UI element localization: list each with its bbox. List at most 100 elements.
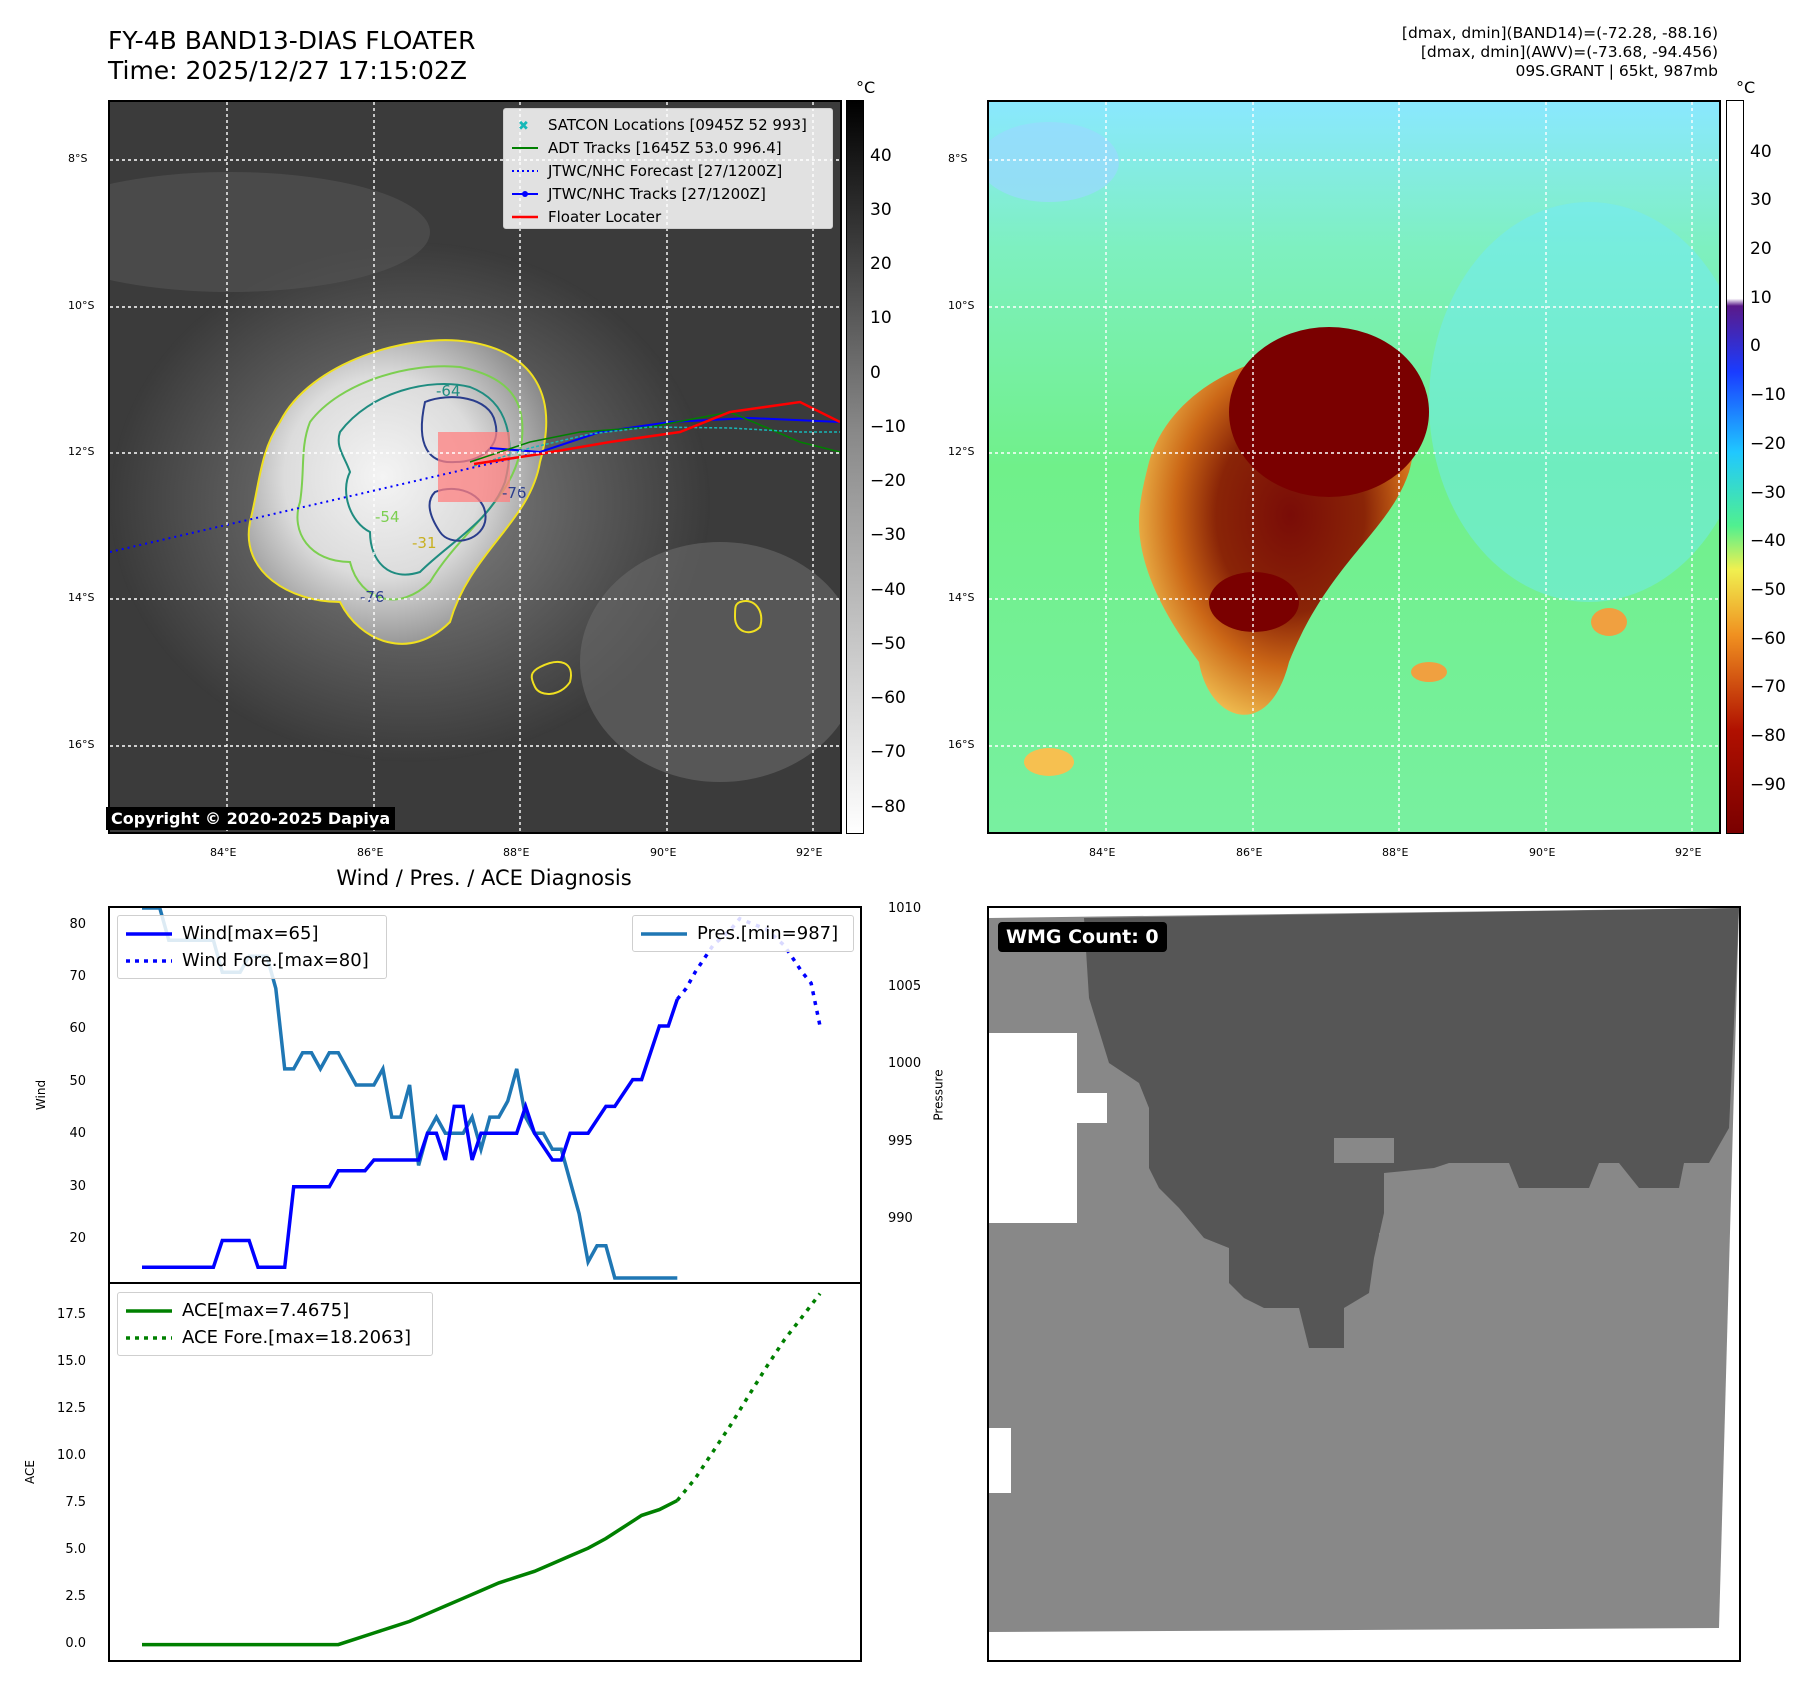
wind-tick: 50 bbox=[69, 1074, 86, 1089]
wv-cb-tick: −20 bbox=[1750, 434, 1786, 454]
ir-lat-tick: 12°S bbox=[68, 445, 95, 458]
pressure-tick: 1000 bbox=[888, 1056, 922, 1071]
ir-colorbar bbox=[846, 100, 864, 834]
ir-cb-tick: −60 bbox=[870, 688, 906, 708]
legend-adt: ADT Tracks [1645Z 53.0 996.4] bbox=[512, 138, 782, 157]
contour-label-1: -64 bbox=[436, 382, 461, 400]
wmg-canvas bbox=[989, 908, 1739, 1660]
info-line-3: 09S.GRANT | 65kt, 987mb bbox=[1515, 62, 1718, 80]
ir-cb-tick: −70 bbox=[870, 742, 906, 762]
page-title: FY-4B BAND13-DIAS FLOATER Time: 2025/12/2… bbox=[108, 26, 476, 86]
wv-map-canvas bbox=[989, 102, 1719, 832]
wind-tick: 20 bbox=[69, 1231, 86, 1246]
storm-info: [dmax, dmin](BAND14)=(-72.28, -88.16) [d… bbox=[1402, 24, 1718, 81]
ir-cb-tick: −50 bbox=[870, 634, 906, 654]
ace-tick: 12.5 bbox=[57, 1401, 86, 1416]
ace-legend: ACE[max=7.4675] ACE Fore.[max=18.2063] bbox=[117, 1292, 433, 1356]
ir-cb-tick: −30 bbox=[870, 525, 906, 545]
ir-lat-tick: 10°S bbox=[68, 299, 95, 312]
wv-cb-tick: −50 bbox=[1750, 580, 1786, 600]
diagnosis-title: Wind / Pres. / ACE Diagnosis bbox=[336, 866, 632, 890]
legend-floater: Floater Locater bbox=[512, 207, 662, 226]
ir-cb-tick: −80 bbox=[870, 797, 906, 817]
pressure-tick: 1005 bbox=[888, 979, 922, 994]
wind-tick: 40 bbox=[69, 1126, 86, 1141]
ir-cb-tick: 10 bbox=[870, 308, 892, 328]
ir-lat-tick: 14°S bbox=[68, 591, 95, 604]
ace-panel bbox=[108, 1282, 862, 1662]
wv-gridlines bbox=[989, 102, 1719, 832]
legend-jtwc-tracks: JTWC/NHC Tracks [27/1200Z] bbox=[512, 182, 824, 205]
wmg-panel bbox=[987, 906, 1741, 1662]
wv-cb-tick: 20 bbox=[1750, 239, 1772, 259]
ir-cb-tick: −40 bbox=[870, 580, 906, 600]
info-line-1: [dmax, dmin](BAND14)=(-72.28, -88.16) bbox=[1401, 24, 1718, 42]
contour-label-4: -76 bbox=[502, 484, 527, 502]
ace-series-line bbox=[142, 1498, 679, 1647]
wv-lat-tick: 16°S bbox=[948, 738, 975, 751]
wv-map-panel bbox=[987, 100, 1721, 834]
ace-tick: 10.0 bbox=[57, 1448, 86, 1463]
ir-colorbar-unit: °C bbox=[856, 78, 876, 97]
map-legend: ✖ SATCON Locations [0945Z 52 993] ADT Tra… bbox=[503, 108, 833, 229]
ir-cb-tick: −20 bbox=[870, 471, 906, 491]
wv-lat-tick: 10°S bbox=[948, 299, 975, 312]
svg-text:✖: ✖ bbox=[518, 119, 529, 132]
wv-cb-tick: −70 bbox=[1750, 677, 1786, 697]
wv-cb-tick: −90 bbox=[1750, 775, 1786, 795]
ace-axis-label: ACE bbox=[22, 1460, 37, 1484]
legend-wind-fore: Wind Fore.[max=80] bbox=[182, 950, 369, 971]
legend-ace-fore: ACE Fore.[max=18.2063] bbox=[182, 1327, 411, 1348]
wv-lat-tick: 8°S bbox=[948, 152, 968, 165]
wv-cb-tick: 10 bbox=[1750, 288, 1772, 308]
ace-tick: 2.5 bbox=[65, 1589, 86, 1604]
ace-plot bbox=[142, 1292, 822, 1647]
wv-cb-tick: −80 bbox=[1750, 726, 1786, 746]
legend-ace: ACE[max=7.4675] bbox=[182, 1300, 350, 1321]
wmg-count-badge: WMG Count: 0 bbox=[998, 922, 1167, 952]
wind-axis-label: Wind bbox=[34, 1079, 49, 1111]
wind-legend: Wind[max=65] Wind Fore.[max=80] bbox=[117, 915, 387, 979]
ir-lon-tick: 86°E bbox=[357, 846, 384, 859]
info-line-2: [dmax, dmin](AWV)=(-73.68, -94.456) bbox=[1420, 43, 1718, 61]
ace-tick: 17.5 bbox=[57, 1307, 86, 1322]
contour-label-5: -76 bbox=[360, 588, 385, 606]
wv-colorbar-unit: °C bbox=[1736, 78, 1756, 97]
legend-pressure: Pres.[min=987] bbox=[697, 923, 839, 944]
ir-cb-tick: 40 bbox=[870, 146, 892, 166]
wv-cb-tick: −40 bbox=[1750, 531, 1786, 551]
copyright-badge: Copyright © 2020-2025 Dapiya bbox=[106, 807, 396, 830]
wind-tick: 70 bbox=[69, 969, 86, 984]
pressure-tick: 990 bbox=[888, 1211, 913, 1226]
ir-cb-tick: 30 bbox=[870, 200, 892, 220]
ir-lon-tick: 88°E bbox=[503, 846, 530, 859]
ace-tick: 15.0 bbox=[57, 1354, 86, 1369]
wind-series-line bbox=[142, 998, 679, 1270]
pressure-tick: 995 bbox=[888, 1134, 913, 1149]
wv-lon-tick: 88°E bbox=[1382, 846, 1409, 859]
wind-tick: 60 bbox=[69, 1021, 86, 1036]
ir-lon-tick: 92°E bbox=[796, 846, 823, 859]
legend-wind: Wind[max=65] bbox=[182, 923, 319, 944]
wv-cb-tick: −30 bbox=[1750, 483, 1786, 503]
wind-tick: 80 bbox=[69, 917, 86, 932]
contour-label-2: -54 bbox=[375, 508, 400, 526]
wv-lon-tick: 92°E bbox=[1675, 846, 1702, 859]
pressure-series-line bbox=[142, 908, 678, 1280]
ir-cb-tick: −10 bbox=[870, 417, 906, 437]
ir-cb-tick: 20 bbox=[870, 254, 892, 274]
wv-lon-tick: 90°E bbox=[1529, 846, 1556, 859]
legend-jtwc-forecast: JTWC/NHC Forecast [27/1200Z] bbox=[512, 161, 783, 180]
ace-tick: 5.0 bbox=[65, 1542, 86, 1557]
ace-tick: 0.0 bbox=[65, 1636, 86, 1651]
wv-lat-tick: 14°S bbox=[948, 591, 975, 604]
legend-satcon: ✖ SATCON Locations [0945Z 52 993] bbox=[518, 115, 807, 134]
title-line-2: Time: 2025/12/27 17:15:02Z bbox=[108, 56, 467, 85]
ir-lat-tick: 16°S bbox=[68, 738, 95, 751]
pressure-axis-label: Pressure bbox=[931, 1069, 946, 1121]
pressure-tick: 1010 bbox=[888, 901, 922, 916]
wv-lon-tick: 84°E bbox=[1089, 846, 1116, 859]
ir-cb-tick: 0 bbox=[870, 363, 881, 383]
wind-tick: 30 bbox=[69, 1179, 86, 1194]
ir-lon-tick: 84°E bbox=[210, 846, 237, 859]
